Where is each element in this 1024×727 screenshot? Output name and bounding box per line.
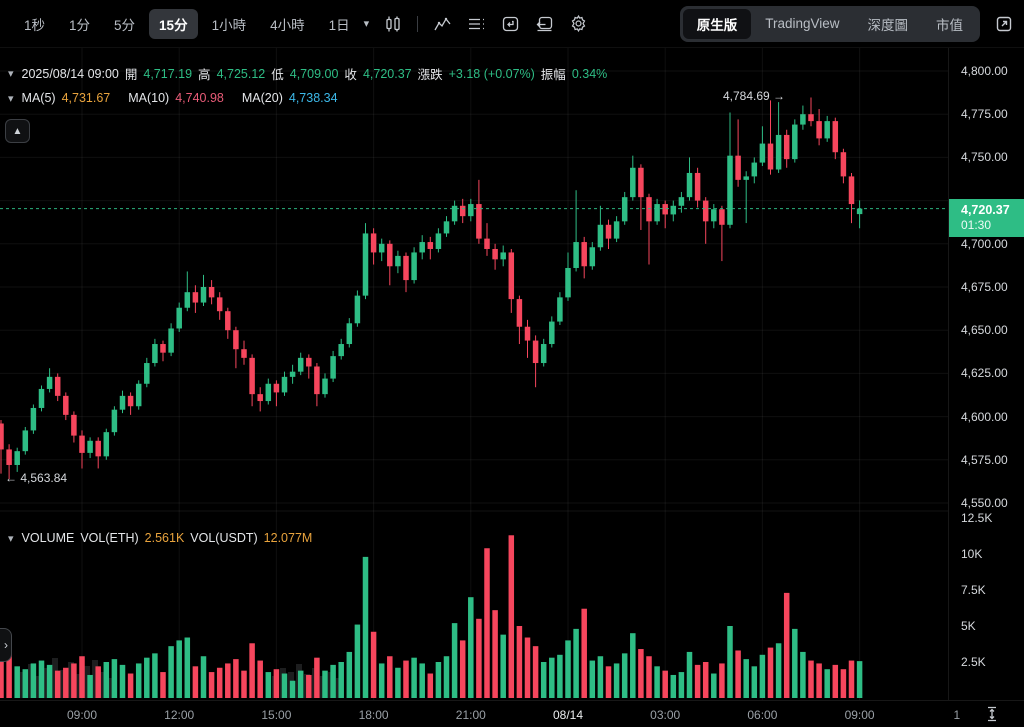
export-icon[interactable] (534, 14, 554, 34)
chart-toolbar: 1秒 1分 5分 15分 1小時 4小時 1日 ▾ 原生版 TradingView 深度圖 市值 (0, 0, 1024, 48)
timeframe-button-1[interactable]: 1分 (69, 17, 91, 33)
volume-info-row: ▾ VOLUME VOL(ETH) 2.561K VOL(USDT) 12.07… (8, 531, 312, 545)
candle-countdown: 01:30 (961, 217, 992, 232)
ma10-value: 4,740.98 (175, 91, 224, 105)
view-tab-2[interactable]: 深度圖 (867, 17, 909, 33)
high-value: 4,725.12 (216, 66, 266, 81)
ma5-label: MA(5) (21, 91, 56, 105)
close-label: 收 (344, 68, 357, 82)
open-value: 4,717.19 (143, 66, 193, 81)
vol-usdt-value: 12.077M (263, 531, 313, 545)
axis-scale-icon[interactable] (985, 706, 999, 727)
volume-title: VOLUME (21, 531, 75, 545)
collapse-panel-button[interactable]: ▲ (5, 119, 30, 143)
settings-gear-icon[interactable] (568, 14, 588, 34)
price-axis-label: 4,800.00 (961, 64, 1008, 78)
collapse-ma-icon[interactable]: ▾ (8, 92, 14, 105)
toolbar-icon-group (383, 14, 588, 34)
price-axis[interactable]: 4,720.37 01:30 4,800.00 4,775.00 4,750.00 4… (948, 48, 1024, 700)
amplitude-value: 0.34% (571, 66, 608, 81)
timeframe-button-4[interactable]: 1小時 (211, 17, 247, 33)
timeframe-button-3[interactable]: 15分 (149, 8, 198, 39)
timeframe-button-2[interactable]: 5分 (114, 17, 136, 33)
fullscreen-icon[interactable] (994, 14, 1014, 34)
time-axis-label: 06:00 (747, 708, 778, 722)
close-value: 4,720.37 (362, 66, 412, 81)
ohlc-info-row: ▾ 2025/08/14 09:00 開 4,717.19 高 4,725.12… (8, 64, 607, 83)
vol-eth-value: 2.561K (144, 531, 185, 545)
low-value: 4,709.00 (289, 66, 339, 81)
price-axis-label: 4,750.00 (961, 150, 1008, 165)
vol-eth-label: VOL(ETH) (80, 531, 139, 545)
price-axis-label: 4,775.00 (961, 107, 1008, 122)
price-axis-label: 4,675.00 (961, 280, 1008, 294)
time-axis-label: 15:00 (261, 708, 292, 722)
display-list-icon[interactable] (466, 14, 486, 34)
change-value: +3.18 (+0.07%) (448, 66, 535, 81)
time-axis-label: 03:00 (650, 708, 681, 722)
session-high-annotation: 4,784.69 → (723, 89, 786, 104)
candle-datetime: 2025/08/14 09:00 (21, 66, 119, 81)
time-axis[interactable]: 09:00 12:00 15:00 18:00 21:00 08/14 03:00 06:00… (0, 700, 1024, 727)
timeframe-button-6[interactable]: 1日 (328, 17, 350, 33)
price-axis-label: 4,550.00 (961, 496, 1008, 510)
amplitude-label: 振幅 (540, 68, 566, 82)
ma20-value: 4,738.34 (288, 91, 338, 105)
vol-usdt-label: VOL(USDT) (190, 531, 258, 545)
timeframe-group: 1秒 1分 5分 15分 1小時 4小時 1日 (14, 8, 360, 39)
time-axis-label: 12:00 (164, 708, 195, 722)
view-tab-group: 原生版 TradingView 深度圖 市值 (679, 5, 980, 42)
volume-axis-label: 12.5K (961, 511, 993, 525)
timeframe-button-0[interactable]: 1秒 (24, 17, 46, 33)
high-label: 高 (198, 68, 211, 82)
chevron-down-icon[interactable]: ▾ (363, 18, 370, 30)
price-axis-label: 4,625.00 (961, 366, 1008, 381)
time-axis-label: 09:00 (844, 708, 875, 722)
timeframe-button-5[interactable]: 4小時 (270, 17, 305, 33)
candlestick-style-icon[interactable] (383, 14, 403, 34)
ma-info-row: ▾ MA(5) 4,731.67 MA(10) 4,740.98 MA(20) … (8, 91, 338, 105)
ma5-value: 4,731.67 (61, 91, 111, 105)
volume-axis-label: 10K (961, 547, 983, 561)
time-axis-label: 1 (953, 708, 961, 722)
volume-axis-label: 7.5K (961, 583, 986, 597)
change-label: 漲跌 (417, 68, 443, 82)
price-axis-label: 4,700.00 (961, 236, 1008, 251)
last-price-badge: 4,720.37 01:30 (949, 198, 1024, 237)
collapse-volume-icon[interactable]: ▾ (8, 532, 14, 545)
low-label: 低 (271, 68, 284, 82)
time-axis-label: 18:00 (358, 708, 389, 722)
time-axis-label: 08/14 (552, 708, 584, 722)
view-tab-1[interactable]: TradingView (765, 16, 840, 31)
toolbar-divider (417, 15, 419, 32)
volume-axis-label: 2.5K (961, 655, 986, 669)
open-label: 開 (124, 68, 138, 82)
session-low-annotation: ← 4,563.84 (5, 471, 68, 486)
price-axis-label: 4,600.00 (961, 409, 1008, 424)
expand-side-panel-button[interactable]: › (0, 628, 12, 662)
chart-canvas[interactable] (0, 48, 948, 700)
indicators-icon[interactable] (432, 14, 452, 34)
volume-axis-label: 5K (961, 619, 976, 633)
view-tab-0[interactable]: 原生版 (682, 8, 752, 39)
view-tab-3[interactable]: 市值 (936, 17, 963, 33)
ma10-label: MA(10) (128, 91, 170, 105)
ma20-label: MA(20) (241, 91, 283, 105)
last-price-value: 4,720.37 (961, 202, 1010, 217)
collapse-ohlc-icon[interactable]: ▾ (8, 68, 14, 80)
replay-icon[interactable] (500, 14, 520, 34)
price-axis-label: 4,575.00 (961, 452, 1008, 467)
time-axis-label: 09:00 (66, 708, 98, 722)
time-axis-label: 21:00 (455, 708, 486, 722)
price-axis-label: 4,650.00 (961, 323, 1008, 338)
